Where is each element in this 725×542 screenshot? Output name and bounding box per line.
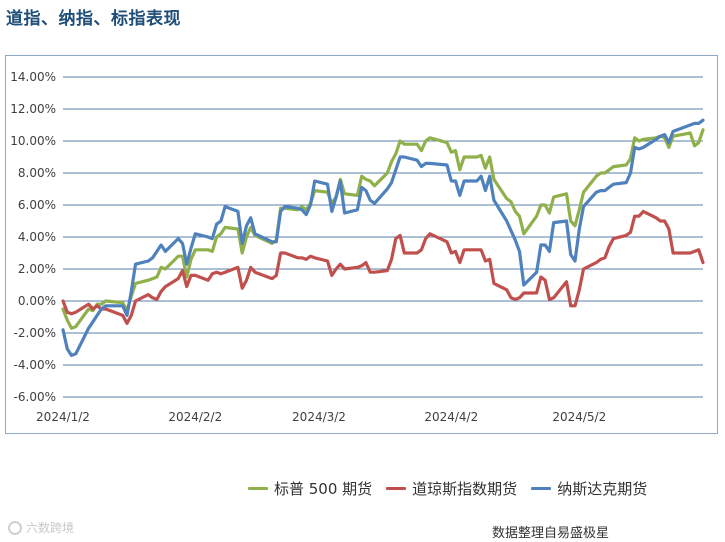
watermark-text: 六数跨境 (26, 521, 75, 535)
legend-swatch-sp500 (248, 487, 268, 490)
watermark: 六数跨境 (8, 519, 74, 536)
y-tick-label: 14.00% (10, 70, 56, 84)
legend-swatch-nasdaq (531, 487, 552, 490)
y-tick-label: 10.00% (10, 134, 56, 148)
plot-frame (5, 55, 718, 434)
series-lines (61, 118, 705, 357)
y-tick-label: 6.00% (18, 198, 56, 212)
source-note: 数据整理自易盛极星 (492, 526, 610, 541)
y-tick-label: 12.00% (10, 102, 56, 116)
gridlines (63, 76, 703, 398)
legend-label-nasdaq: 纳斯达克期货 (557, 480, 648, 498)
y-tick-label: -6.00% (14, 390, 56, 404)
legend-swatch-dow (386, 487, 407, 490)
series-line-nasdaq (61, 118, 705, 357)
legend-label-sp500: 标普 500 期货 (274, 480, 373, 498)
y-tick-label: 4.00% (18, 230, 56, 244)
legend-item-sp500: 标普 500 期货 (248, 478, 372, 499)
legend: 标普 500 期货 道琼斯指数期货 纳斯达克期货 (248, 478, 647, 499)
legend-item-nasdaq: 纳斯达克期货 (531, 478, 647, 499)
x-tick-label: 2024/4/2 (424, 410, 478, 424)
y-tick-label: 8.00% (18, 166, 56, 180)
x-axis-tick-labels: 2024/1/2 2024/2/2 2024/3/2 2024/4/2 2024/5/2 (36, 410, 606, 424)
y-tick-label: 0.00% (18, 294, 56, 308)
x-tick-label: 2024/3/2 (292, 410, 346, 424)
y-tick-label: -2.00% (14, 326, 56, 340)
y-tick-label: 2.00% (18, 262, 56, 276)
watermark-logo-icon (8, 520, 22, 535)
x-tick-label: 2024/2/2 (168, 410, 222, 424)
legend-label-dow: 道琼斯指数期货 (412, 480, 518, 498)
series-line-dow (61, 209, 705, 325)
chart-title: 道指、纳指、标指表现 (6, 9, 181, 29)
y-tick-label: -4.00% (14, 358, 56, 372)
series-line-sp500 (61, 128, 705, 330)
legend-item-dow: 道琼斯指数期货 (386, 478, 517, 499)
x-tick-label: 2024/1/2 (36, 410, 90, 424)
y-axis-tick-labels: -6.00% -4.00% -2.00% 0.00% 2.00% 4.00% 6.00% 8.… (10, 70, 56, 404)
x-tick-label: 2024/5/2 (552, 410, 606, 424)
